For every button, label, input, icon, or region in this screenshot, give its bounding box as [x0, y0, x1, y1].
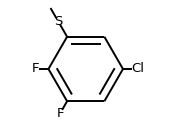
- Text: F: F: [56, 107, 64, 120]
- Text: Cl: Cl: [132, 63, 145, 75]
- Text: S: S: [54, 15, 62, 28]
- Text: F: F: [32, 63, 39, 75]
